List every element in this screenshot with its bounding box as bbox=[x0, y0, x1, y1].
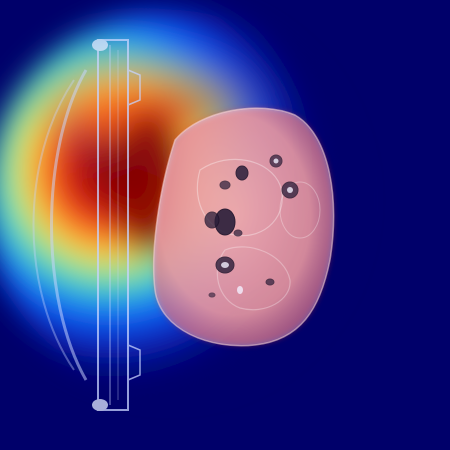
body-cross-section bbox=[152, 107, 335, 347]
spot bbox=[265, 278, 275, 286]
bright-details bbox=[221, 158, 293, 294]
spot bbox=[208, 292, 216, 298]
scanner-frame bbox=[32, 39, 141, 411]
spot bbox=[219, 180, 231, 190]
spot bbox=[233, 229, 243, 237]
spot bbox=[235, 165, 249, 181]
spot bbox=[204, 211, 220, 229]
